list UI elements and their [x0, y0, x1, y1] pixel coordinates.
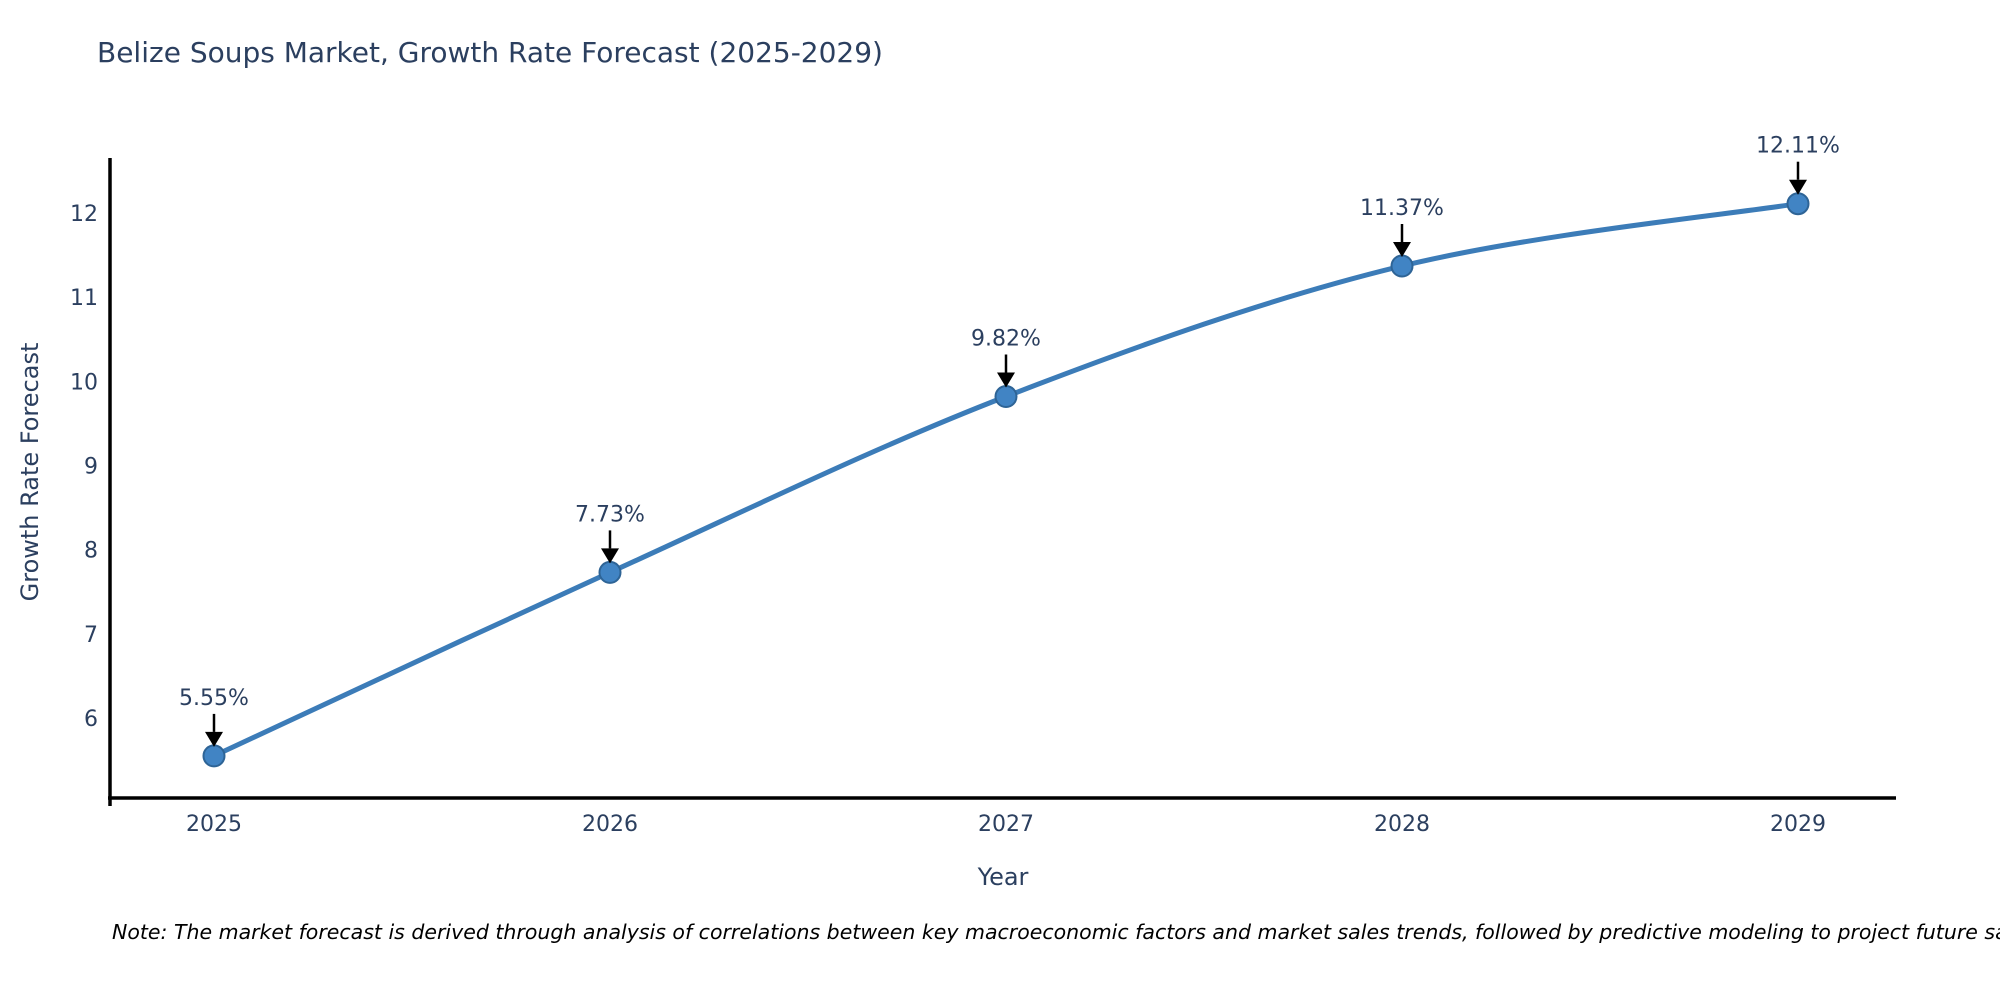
footnote: Note: The market forecast is derived thr…	[112, 920, 2000, 944]
data-point-marker-2028	[1390, 254, 1414, 278]
x-tick-label: 2025	[186, 812, 242, 837]
data-point-marker-2029	[1786, 192, 1810, 216]
y-tick-label: 10	[70, 370, 98, 395]
y-tick-label: 8	[84, 539, 98, 564]
data-point-label-2028: 11.37%	[1360, 196, 1444, 221]
data-point-marker-2026	[598, 560, 622, 584]
annotation-arrow-head	[1789, 179, 1807, 195]
x-tick-label: 2027	[978, 812, 1034, 837]
x-tick-label: 2026	[582, 812, 638, 837]
x-axis-title: Year	[977, 863, 1029, 891]
annotation-arrow-head	[601, 548, 619, 564]
data-point-marker-2027	[994, 385, 1018, 408]
x-tick-label: 2029	[1770, 812, 1826, 837]
x-tick-label: 2028	[1374, 812, 1430, 837]
annotation-arrow-head	[1393, 242, 1411, 257]
data-point-marker-2025	[202, 744, 226, 768]
chart-title: Belize Soups Market, Growth Rate Forecas…	[97, 36, 883, 69]
data-point-label-2029: 12.11%	[1756, 134, 1840, 159]
data-point-label-2025: 5.55%	[179, 686, 249, 711]
annotation-arrow-head	[205, 731, 223, 747]
data-point-label-2026: 7.73%	[575, 502, 645, 527]
y-tick-label: 12	[70, 202, 98, 227]
y-tick-label: 9	[84, 454, 98, 479]
y-tick-label: 7	[84, 623, 98, 648]
y-tick-label: 11	[70, 286, 98, 311]
forecast-line-series	[211, 201, 1801, 759]
y-tick-label: 6	[84, 707, 98, 732]
annotation-arrow-head	[997, 372, 1015, 388]
data-point-label-2027: 9.82%	[971, 327, 1041, 352]
